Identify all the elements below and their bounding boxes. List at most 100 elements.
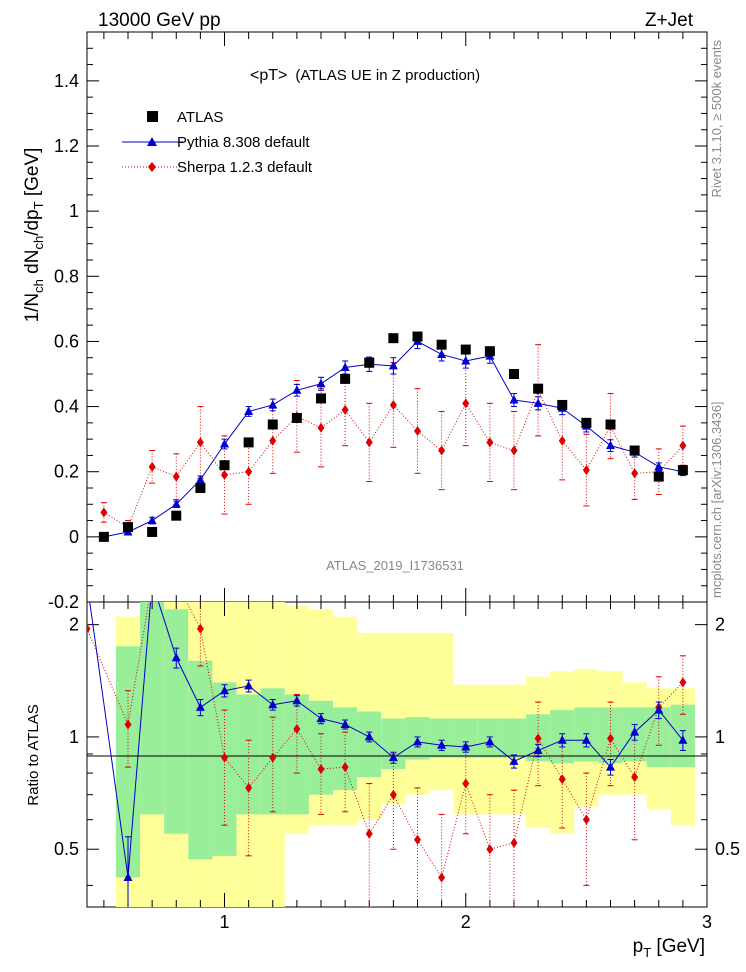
sherpa-point: [534, 733, 542, 744]
pythia-point: [364, 731, 374, 741]
atlas-point: [340, 373, 351, 384]
y-tick-label-main: 1.4: [54, 71, 79, 91]
axis-ticks: 0 0.2 0.4 0.6 0.8 1 1.2 1.4 -0.2 1 2 3 0.5 0.5 1 1 2 2: [48, 32, 740, 932]
pythia-point: [509, 756, 519, 765]
pythia-point: [268, 699, 278, 709]
pythia-point: [485, 736, 495, 746]
rivet-version-label: Rivet 3.1.10, ≥ 500k events: [709, 40, 724, 198]
sherpa-point: [510, 445, 518, 456]
ratio-series-layer: [87, 577, 688, 907]
pythia-point: [437, 349, 447, 358]
y-tick-label-main: -0.2: [48, 592, 79, 612]
ratio-plot-frame: [86, 601, 708, 908]
sherpa-point: [196, 623, 204, 634]
sherpa-point: [317, 422, 325, 433]
sherpa-point: [558, 435, 566, 446]
atlas-point: [171, 510, 182, 521]
pythia-point: [220, 685, 230, 695]
y-tick-label-main: 0.6: [54, 331, 79, 351]
pythia-point: [147, 515, 157, 525]
plot-title: <pT> (ATLAS UE in Z production): [250, 67, 480, 84]
pythia-point: [244, 680, 254, 690]
pythia-point: [292, 385, 302, 394]
pythia-point: [171, 499, 181, 508]
inner-band: [188, 660, 213, 860]
sherpa-point: [365, 437, 373, 448]
sherpa-point: [462, 778, 470, 789]
sherpa-point: [196, 437, 204, 448]
atlas-point: [629, 445, 640, 456]
sherpa-point: [582, 814, 590, 825]
x-tick-label: 3: [702, 912, 712, 932]
inner-band: [212, 682, 237, 856]
sherpa-point: [173, 577, 180, 587]
legend-marker-atlas: [147, 111, 158, 122]
sherpa-point: [486, 844, 494, 855]
pythia-point: [123, 872, 133, 881]
inner-band: [429, 718, 454, 758]
inner-band: [284, 694, 309, 815]
y-axis-title-main: 1/Nch dNch/dpT [GeV]: [22, 148, 46, 323]
pythia-point: [388, 360, 398, 370]
pythia-point: [461, 741, 471, 751]
sherpa-point: [607, 733, 615, 744]
sherpa-point: [269, 435, 277, 446]
sherpa-point: [341, 762, 349, 773]
pythia-point: [292, 695, 302, 705]
pythia-point: [268, 399, 278, 409]
sherpa-point: [221, 752, 229, 763]
sherpa-point: [317, 764, 325, 775]
atlas-point: [195, 483, 206, 493]
x-tick-label: 1: [220, 912, 230, 932]
pythia-point: [244, 406, 254, 415]
pythia-point: [316, 713, 326, 723]
atlas-point: [677, 465, 688, 476]
atlas-point: [412, 331, 423, 342]
sherpa-point: [245, 466, 253, 477]
pythia-point: [557, 735, 567, 744]
y-tick-label-main: 0.8: [54, 266, 79, 286]
pythia-point: [606, 440, 616, 450]
legend-label-atlas: ATLAS: [177, 109, 223, 126]
energy-label: 13000 GeV pp: [98, 10, 221, 31]
y-tick-label-main: 0: [69, 527, 79, 547]
pythia-point: [533, 745, 543, 754]
main-series-layer: [98, 331, 688, 542]
x-axis-title: pT [GeV]: [633, 936, 705, 960]
y-tick-label-ratio-right: 1: [715, 727, 725, 747]
pythia-point: [461, 355, 471, 365]
atlas-point: [557, 399, 568, 410]
sherpa-point: [341, 404, 349, 415]
sherpa-point: [100, 507, 108, 518]
sherpa-point: [87, 623, 91, 634]
ratio-uncertainty-bands: [115, 602, 695, 907]
sherpa-point: [679, 677, 687, 688]
pythia-point: [581, 735, 591, 744]
atlas-point: [147, 526, 158, 537]
sherpa-point: [558, 774, 566, 785]
sherpa-point: [149, 577, 156, 587]
sherpa-point: [365, 828, 373, 839]
pythia-point: [533, 398, 543, 407]
y-tick-label-main: 1: [69, 201, 79, 221]
atlas-point: [219, 460, 230, 471]
atlas-point: [460, 344, 471, 355]
pythia-point: [195, 474, 205, 484]
atlas-point: [388, 333, 399, 344]
pythia-point: [148, 577, 157, 586]
sherpa-point: [486, 437, 494, 448]
x-tick-label: 2: [461, 912, 471, 932]
pythia-point: [509, 395, 519, 404]
outer-band: [429, 632, 454, 791]
pythia-point: [340, 362, 350, 371]
atlas-point: [364, 357, 375, 368]
sherpa-point: [172, 471, 180, 482]
y-tick-label-main: 1.2: [54, 136, 79, 156]
sherpa-point: [389, 399, 397, 410]
sherpa-point: [414, 834, 422, 845]
sherpa-point: [293, 724, 301, 735]
pythia-point: [220, 439, 230, 448]
pythia-point: [340, 719, 350, 728]
pythia-point: [654, 705, 664, 714]
